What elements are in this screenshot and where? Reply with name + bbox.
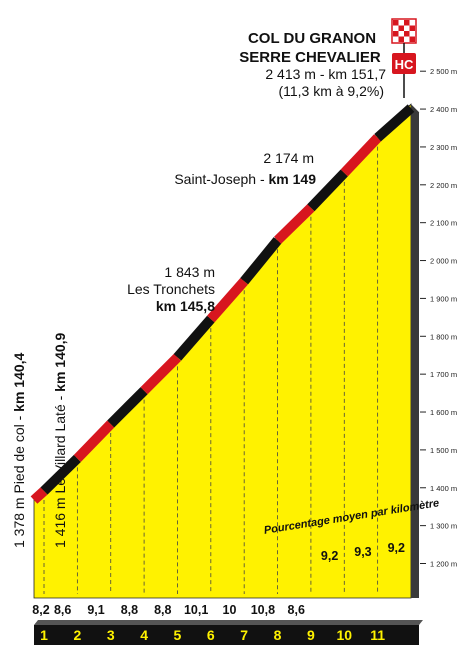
hc-category-badge: HC xyxy=(392,53,416,74)
climb-subtitle: SERRE CHEVALIER xyxy=(239,49,381,66)
tronchets-altitude: 1 843 m xyxy=(164,264,215,280)
villard-late-label: 1 416 m Le Villard Laté - km 140,9 xyxy=(52,332,68,548)
gradient-labels: 8,2 8,6 9,1 8,8 8,8 10,1 10 10,8 8,6 9,2 9,3 9,2 xyxy=(32,541,405,617)
y-tick-label: 1 900 m xyxy=(430,294,457,303)
y-tick-label: 1 500 m xyxy=(430,446,457,455)
profile-segment xyxy=(73,420,115,462)
y-tick-label: 2 000 m xyxy=(430,257,457,266)
y-tick-label: 2 200 m xyxy=(430,181,457,190)
profile-segment xyxy=(173,315,215,361)
pied-de-col-label: 1 378 m Pied de col - km 140,4 xyxy=(11,352,27,548)
y-tick-label: 1 400 m xyxy=(430,484,457,493)
y-tick-label: 1 800 m xyxy=(430,332,457,341)
tronchets-km: km 145,8 xyxy=(156,298,215,314)
profile-segment xyxy=(374,104,415,142)
km-strip-bar xyxy=(34,625,419,645)
saint-joseph-altitude: 2 174 m xyxy=(263,150,314,166)
km-strip: 1 2 3 4 5 6 7 8 9 10 11 xyxy=(34,620,423,645)
climb-title: COL DU GRANON xyxy=(248,30,376,47)
km-marker-label: 1 xyxy=(40,627,48,643)
profile-segment xyxy=(40,454,81,495)
gradient-label: 9,2 xyxy=(321,549,338,563)
km-marker-label: 10 xyxy=(336,627,352,643)
gradient-label: 10,1 xyxy=(184,603,208,617)
km-marker-label: 11 xyxy=(370,627,385,643)
gradient-label: 10,8 xyxy=(251,603,275,617)
y-tick-label: 2 500 m xyxy=(430,67,457,76)
gradient-label: 9,2 xyxy=(388,541,405,555)
profile-segment xyxy=(240,237,282,285)
tronchets-name: Les Tronchets xyxy=(127,281,215,297)
profile-side-face xyxy=(411,104,419,598)
gradient-label: 8,6 xyxy=(288,603,305,617)
y-tick-label: 1 300 m xyxy=(430,522,457,531)
summit-flag-icon xyxy=(391,18,417,98)
gradient-label: 10 xyxy=(223,603,237,617)
profile-segment xyxy=(307,169,348,212)
profile-segment xyxy=(207,277,248,323)
y-tick-label: 2 400 m xyxy=(430,105,457,114)
y-tick-label: 2 300 m xyxy=(430,143,457,152)
profile-segments xyxy=(30,104,415,504)
profile-segment xyxy=(140,353,181,395)
svg-text:HC: HC xyxy=(395,57,414,72)
km-marker-label: 9 xyxy=(307,627,315,643)
km-marker-label: 3 xyxy=(107,627,115,643)
km-marker-label: 5 xyxy=(174,627,182,643)
y-tick-label: 2 100 m xyxy=(430,219,457,228)
profile-segment xyxy=(30,487,48,504)
km-dashed-lines xyxy=(43,139,379,594)
km-marker-label: 4 xyxy=(140,627,148,643)
y-axis: 1 200 m 1 300 m 1 400 m 1 500 m 1 600 m 1 700… xyxy=(420,67,457,569)
summit-length-gradient: (11,3 km à 9,2%) xyxy=(278,83,384,99)
profile-segment xyxy=(340,134,382,177)
saint-joseph-label: Saint-Joseph - km 149 xyxy=(174,171,316,187)
km-marker-label: 7 xyxy=(240,627,248,643)
profile-segment xyxy=(274,204,315,244)
profile-segment xyxy=(107,387,148,428)
km-marker-label: 6 xyxy=(207,627,215,643)
km-marker-label: 2 xyxy=(73,627,81,643)
y-tick-label: 1 200 m xyxy=(430,560,457,569)
gradient-label: 8,8 xyxy=(121,603,138,617)
gradient-label: 9,3 xyxy=(354,545,371,559)
gradient-label: 9,1 xyxy=(87,603,104,617)
gradient-label: 8,2 xyxy=(32,603,49,617)
gradient-label: 8,8 xyxy=(154,603,171,617)
km-marker-label: 8 xyxy=(274,627,282,643)
km-strip-top xyxy=(34,620,423,625)
summit-altitude-km: 2 413 m - km 151,7 xyxy=(265,66,386,82)
y-tick-label: 1 700 m xyxy=(430,370,457,379)
y-tick-label: 1 600 m xyxy=(430,408,457,417)
gradient-label: 8,6 xyxy=(54,603,71,617)
